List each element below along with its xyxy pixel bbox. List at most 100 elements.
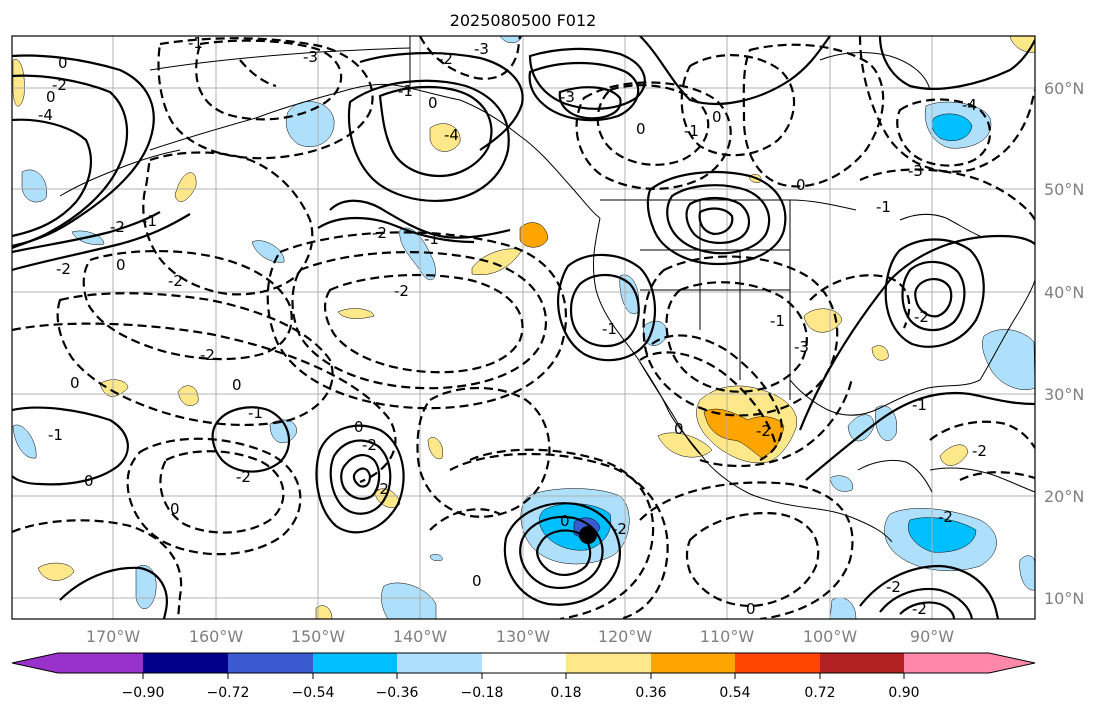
contour-label: -3 <box>303 48 318 66</box>
lat-label: 60°N <box>1044 79 1084 98</box>
east-coast <box>979 279 1035 381</box>
positive-anomaly-patch <box>429 123 461 152</box>
negative-anomaly-patch <box>847 414 875 442</box>
lon-label: 120°W <box>598 627 653 646</box>
contour-label: -2 <box>110 218 125 236</box>
colorbar-tick-label: 0.54 <box>719 685 750 701</box>
contour-label: 0 <box>354 418 364 436</box>
colorbar: −0.90 −0.72 −0.54 −0.36 −0.18 0.18 0.36 … <box>11 652 1036 701</box>
coastlines <box>59 36 1035 543</box>
colorbar-tick-label: −0.18 <box>461 685 504 701</box>
baja-peninsula <box>639 361 701 455</box>
negative-anomaly-patch <box>829 475 853 492</box>
colorbar-tick-label: 0.72 <box>804 685 835 701</box>
contour-label: 0 <box>560 512 570 530</box>
contour-label: 0 <box>674 420 684 438</box>
lat-label: 50°N <box>1044 180 1084 199</box>
lon-label: 160°W <box>189 627 244 646</box>
contour-label: -1 <box>248 404 263 422</box>
contour-label: -2 <box>56 260 71 278</box>
positive-anomaly-patch <box>427 437 444 460</box>
positive-anomaly-patch <box>871 345 889 361</box>
lon-label: 150°W <box>291 627 346 646</box>
contour-label: -2 <box>52 76 67 94</box>
negative-anomaly-patch <box>875 405 898 441</box>
negative-anomaly-patch-strong <box>908 517 977 553</box>
great-lakes <box>899 213 981 237</box>
contour-label: 0 <box>636 120 646 138</box>
contour-label: -2 <box>168 272 183 290</box>
positive-anomaly-patch <box>337 308 375 319</box>
contour-label: 0 <box>746 600 756 618</box>
contour-label: -1 <box>912 396 927 414</box>
colorbar-extend-high <box>989 653 1035 673</box>
contour-label: 0 <box>712 108 722 126</box>
negative-anomaly-patch <box>285 101 335 147</box>
colorbar-segment <box>482 653 566 673</box>
colorbar-tick-label: 0.18 <box>550 685 581 701</box>
contour-label: -2 <box>756 422 771 440</box>
lat-label: 20°N <box>1044 487 1084 506</box>
lon-label: 140°W <box>393 627 448 646</box>
map-title: 2025080500 F012 <box>450 11 597 30</box>
negative-anomaly-patch <box>429 554 443 562</box>
contour-label: 0 <box>428 94 438 112</box>
contour-label: 0 <box>46 88 56 106</box>
lat-label: 40°N <box>1044 283 1084 302</box>
colorbar-tick-label: −0.72 <box>207 685 250 701</box>
contour-label: -2 <box>362 436 377 454</box>
colorbar-segment <box>143 653 228 673</box>
contour-label: -2 <box>200 346 215 364</box>
contour-label: -2 <box>612 520 627 538</box>
contours-solid <box>12 36 1035 619</box>
colorbar-tick-label: 0.90 <box>888 685 919 701</box>
contour-label: -3 <box>474 40 489 58</box>
positive-anomaly-patch <box>939 444 969 466</box>
map-panel[interactable]: 0 -2 -4 0 -3 -2 -3 -1 -1 0 -2 -2 -2 -2 -… <box>12 34 1035 619</box>
colorbar-segment <box>313 653 397 673</box>
longitude-labels: 170°W 160°W 150°W 140°W 130°W 120°W 110°… <box>86 627 954 646</box>
gulf-coast <box>789 379 981 416</box>
contour-label: -2 <box>394 282 409 300</box>
colorbar-segment <box>904 653 989 673</box>
positive-anomaly-patch <box>315 605 333 619</box>
contour-label: 0 <box>58 54 68 72</box>
contour-label: -1 <box>398 82 413 100</box>
positive-anomaly-patch <box>12 59 25 107</box>
shaded-anomaly-regions <box>12 36 1035 619</box>
contour-label: 0 <box>170 500 180 518</box>
contour-label: -2 <box>912 600 927 618</box>
contour-label: -1 <box>602 320 617 338</box>
colorbar-segment <box>735 653 820 673</box>
colorbar-segment <box>397 653 482 673</box>
lon-label: 130°W <box>496 627 551 646</box>
negative-anomaly-patch <box>1019 555 1035 591</box>
contour-label: 0 <box>70 374 80 392</box>
hudson-bay <box>819 52 931 91</box>
contour-label: -4 <box>962 96 977 114</box>
positive-anomaly-patch <box>803 308 843 333</box>
colorbar-tick-label: −0.36 <box>376 685 419 701</box>
lon-label: 90°W <box>910 627 954 646</box>
contour-label: -1 <box>424 230 439 248</box>
positive-anomaly-patch <box>174 172 197 202</box>
colorbar-segment <box>228 653 313 673</box>
colorbar-tick-label: 0.36 <box>635 685 666 701</box>
map-frame <box>11 35 1036 620</box>
contour-label: 0 <box>232 376 242 394</box>
contour-label: -3 <box>908 162 923 180</box>
positive-anomaly-patch <box>37 562 75 581</box>
contour-label: -4 <box>444 126 459 144</box>
graticule <box>12 36 1035 619</box>
contour-label: -2 <box>886 578 901 596</box>
contour-label: -1 <box>48 426 63 444</box>
positive-anomaly-patch <box>1009 36 1035 53</box>
contour-label: -2 <box>938 508 953 526</box>
contour-label: -1 <box>142 212 157 230</box>
storm-center-marker[interactable] <box>579 526 597 544</box>
contour-label: -1 <box>770 312 785 330</box>
contour-label: -2 <box>236 468 251 486</box>
lon-label: 110°W <box>700 627 755 646</box>
contour-labels: 0 -2 -4 0 -3 -2 -3 -1 -1 0 -2 -2 -2 -2 -… <box>38 36 987 618</box>
